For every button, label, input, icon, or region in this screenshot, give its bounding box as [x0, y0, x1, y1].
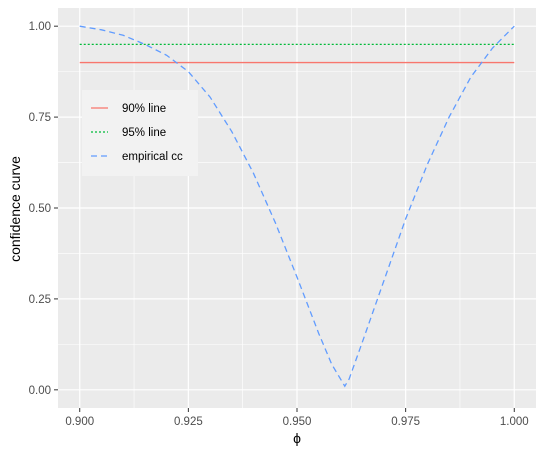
- series-line-2: [79, 25, 515, 388]
- y-tick-label: 1.00: [29, 21, 51, 33]
- x-axis-label: ϕ: [293, 430, 301, 446]
- major-gridlines: [58, 8, 536, 408]
- y-tick-label: 0.00: [29, 385, 51, 397]
- y-axis: 0.00 0.25 0.50 0.75 1.00: [29, 21, 58, 397]
- x-tick-label: 0.950: [283, 416, 312, 428]
- legend: 90% line 95% line empirical cc: [82, 90, 198, 176]
- series-layer: [79, 25, 515, 388]
- y-tick-label: 0.50: [29, 203, 51, 215]
- legend-label-1: 95% line: [122, 127, 166, 139]
- legend-key-background: [88, 146, 110, 166]
- legend-label-2: empirical cc: [122, 151, 183, 163]
- y-tick-label: 0.25: [29, 294, 51, 306]
- legend-label-0: 90% line: [122, 103, 166, 115]
- y-tick-label: 0.75: [29, 112, 51, 124]
- x-tick-label: 0.925: [174, 416, 203, 428]
- x-tick-label: 0.975: [391, 416, 420, 428]
- x-axis: 0.900 0.925 0.950 0.975 1.000: [65, 408, 529, 428]
- y-axis-label: confidence curve: [7, 156, 23, 262]
- x-tick-label: 0.900: [65, 416, 94, 428]
- x-tick-label: 1.000: [500, 416, 529, 428]
